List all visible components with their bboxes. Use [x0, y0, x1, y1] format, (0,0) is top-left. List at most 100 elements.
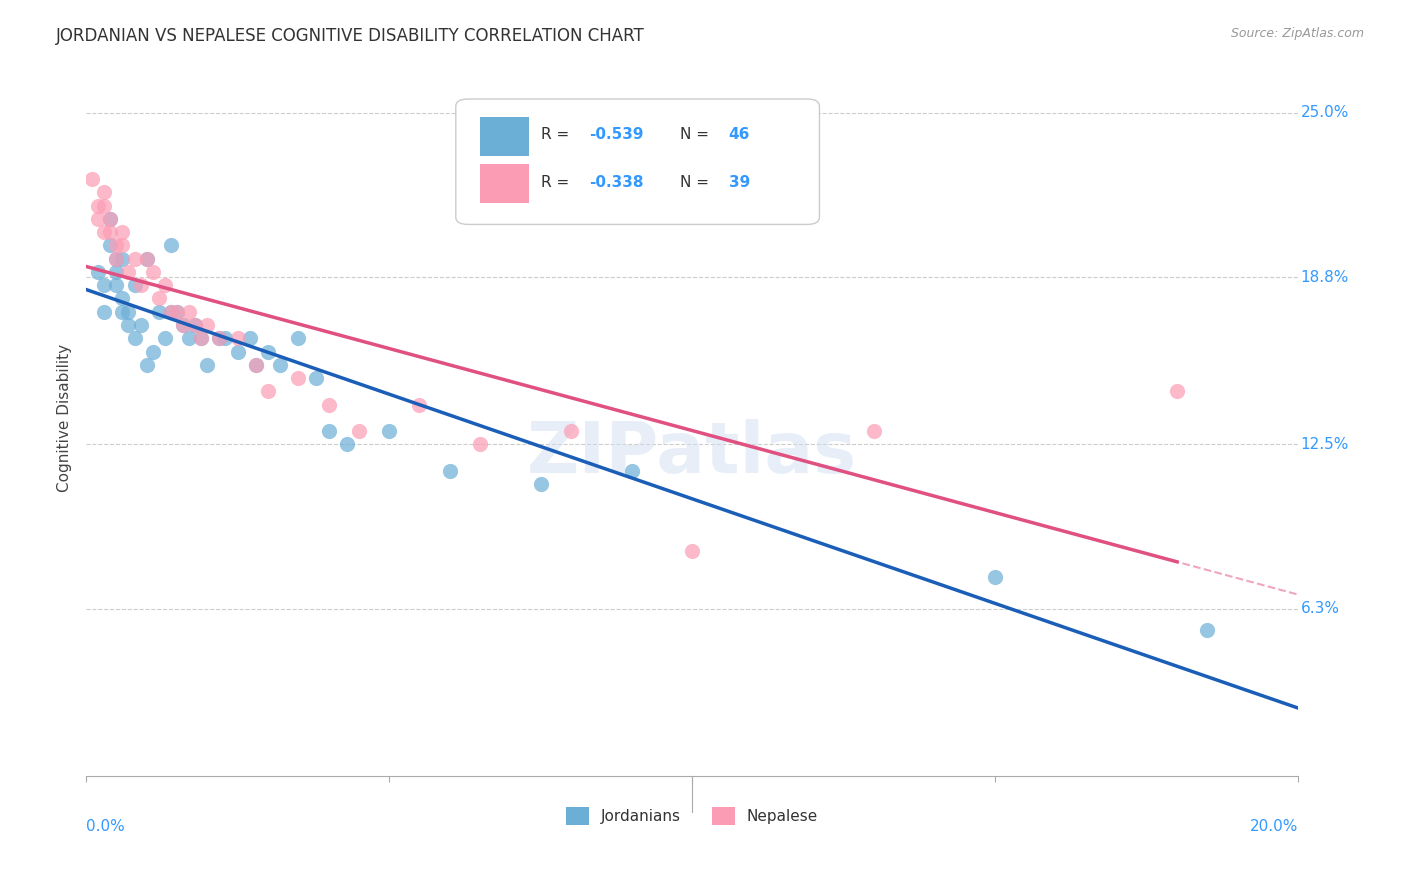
Point [148, 304, 170, 318]
Point [681, 543, 703, 558]
Text: N =: N = [681, 128, 714, 143]
Point [177, 331, 200, 345]
Point [172, 318, 194, 332]
Bar [479, 163, 529, 202]
Point [287, 371, 309, 385]
Point [124, 331, 146, 345]
Point [98, 238, 121, 252]
Point [142, 344, 165, 359]
Point [98, 211, 121, 226]
Point [82, 172, 104, 186]
Point [105, 238, 128, 252]
Point [160, 238, 183, 252]
Point [117, 318, 139, 332]
Point [111, 252, 134, 266]
Point [984, 570, 1007, 584]
Point [305, 371, 328, 385]
Point [111, 238, 134, 252]
Point [105, 252, 128, 266]
Point [195, 318, 218, 332]
Point [177, 304, 200, 318]
Point [439, 464, 461, 478]
Text: 0.0%: 0.0% [86, 819, 125, 834]
Text: JORDANIAN VS NEPALESE COGNITIVE DISABILITY CORRELATION CHART: JORDANIAN VS NEPALESE COGNITIVE DISABILI… [56, 27, 645, 45]
Point [468, 437, 491, 451]
Point [166, 304, 188, 318]
Text: -0.338: -0.338 [589, 176, 644, 190]
Point [93, 198, 115, 212]
Text: 12.5%: 12.5% [1301, 437, 1350, 452]
Text: 6.3%: 6.3% [1301, 601, 1340, 616]
Point [336, 437, 359, 451]
Point [93, 186, 115, 200]
Point [172, 318, 194, 332]
Y-axis label: Cognitive Disability: Cognitive Disability [58, 343, 72, 492]
Point [226, 344, 249, 359]
Point [142, 265, 165, 279]
FancyBboxPatch shape [456, 99, 820, 225]
Point [93, 278, 115, 293]
Point [347, 424, 370, 438]
Text: Source: ZipAtlas.com: Source: ZipAtlas.com [1230, 27, 1364, 40]
Text: 20.0%: 20.0% [1250, 819, 1298, 834]
Point [105, 252, 128, 266]
Text: 18.8%: 18.8% [1301, 269, 1350, 285]
Point [245, 358, 267, 372]
Text: R =: R = [541, 176, 574, 190]
Point [148, 292, 170, 306]
Point [153, 331, 176, 345]
Point [129, 318, 152, 332]
Point [239, 331, 262, 345]
Point [408, 398, 430, 412]
Point [269, 358, 291, 372]
Point [257, 344, 280, 359]
Point [287, 331, 309, 345]
Point [93, 225, 115, 239]
Point [129, 278, 152, 293]
Point [160, 304, 183, 318]
Point [257, 384, 280, 399]
Point [530, 477, 553, 491]
Point [87, 211, 110, 226]
Point [245, 358, 267, 372]
Text: R =: R = [541, 128, 574, 143]
Bar [479, 117, 529, 156]
Point [184, 318, 207, 332]
Point [226, 331, 249, 345]
Point [111, 292, 134, 306]
Point [105, 278, 128, 293]
Point [214, 331, 236, 345]
Text: 25.0%: 25.0% [1301, 105, 1350, 120]
Point [166, 304, 188, 318]
Point [208, 331, 231, 345]
Point [98, 225, 121, 239]
Point [620, 464, 643, 478]
Point [195, 358, 218, 372]
Point [111, 225, 134, 239]
Point [135, 252, 157, 266]
Text: ZIPatlas: ZIPatlas [527, 419, 858, 488]
Point [93, 304, 115, 318]
Point [87, 265, 110, 279]
Point [560, 424, 582, 438]
Point [124, 278, 146, 293]
Point [153, 278, 176, 293]
Point [111, 304, 134, 318]
Point [318, 424, 340, 438]
Legend: Jordanians, Nepalese: Jordanians, Nepalese [558, 799, 825, 833]
Point [190, 331, 212, 345]
Point [98, 211, 121, 226]
Point [87, 198, 110, 212]
Point [117, 265, 139, 279]
Point [208, 331, 231, 345]
Point [184, 318, 207, 332]
Text: 46: 46 [728, 128, 749, 143]
Point [135, 358, 157, 372]
Point [135, 252, 157, 266]
Point [863, 424, 886, 438]
Point [190, 331, 212, 345]
Point [124, 252, 146, 266]
Text: -0.539: -0.539 [589, 128, 644, 143]
Point [105, 265, 128, 279]
Text: N =: N = [681, 176, 714, 190]
